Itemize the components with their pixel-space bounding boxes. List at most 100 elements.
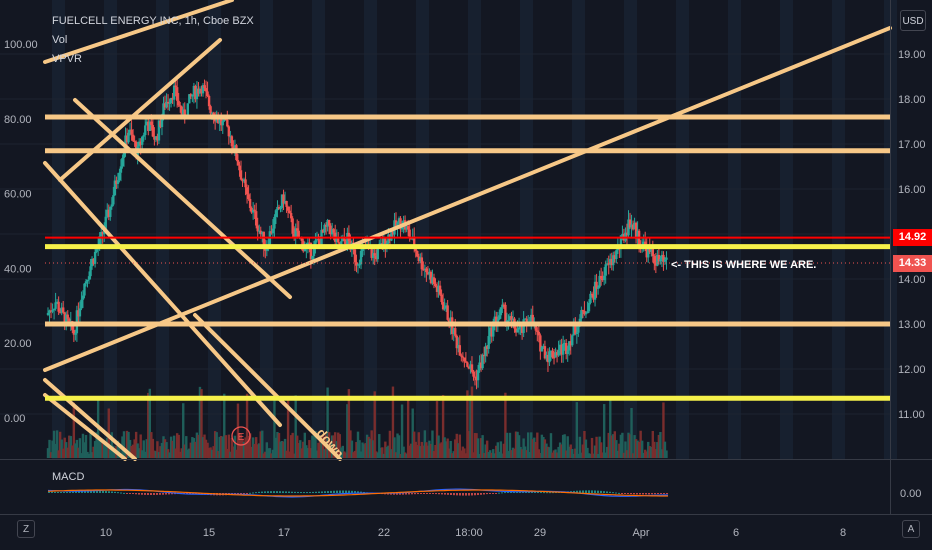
zoom-button[interactable]: Z [17,520,35,538]
volume-bar [312,436,316,458]
macd-histogram-bar [642,493,644,495]
candle-body [99,231,103,237]
candle-body [151,125,155,137]
candle-body [443,308,446,310]
volume-bar [77,447,80,458]
candle-body [68,318,71,323]
candle-body [625,232,629,236]
volume-bar [551,452,554,458]
volume-bar [387,445,390,458]
volume-bar [216,451,220,458]
symbol-title[interactable]: FUELCELL ENERGY INC, 1h, Cboe BZX [52,15,254,27]
candle-body [428,271,431,275]
earnings-event-icon[interactable] [231,426,251,446]
candle-body [358,264,361,266]
volume-bar [60,439,63,458]
macd-indicator-label[interactable]: MACD [52,471,85,483]
trendline-drawings[interactable] [43,0,892,461]
candle-body [285,200,288,207]
volume-bar [523,446,527,458]
volume-bar [95,432,98,458]
session-stripe [832,0,845,459]
candle-body [495,316,498,325]
macd-histogram-bar [579,490,581,493]
volume-bar [349,430,352,458]
volume-bar [478,453,481,458]
volume-bar [557,446,560,458]
macd-histogram-bar [294,491,296,493]
volume-bar [571,448,574,458]
volume-bar [610,435,613,458]
volume-bar [139,434,142,458]
volume-bar [195,432,199,458]
candle-body [326,219,329,227]
volume-bar [350,440,354,458]
macd-histogram-bar [90,490,92,493]
horizontal-level-lines[interactable] [45,114,890,401]
candle-body [308,242,311,244]
volume-bar [640,440,644,458]
candle-body [154,136,158,140]
macd-histogram-bar [543,492,545,494]
candle-body [370,247,373,258]
candle-body [142,135,145,137]
volume-bar [267,448,270,458]
candle-body [539,335,542,352]
macd-histogram-bar [243,493,245,494]
candle-body [507,320,510,322]
candle-body [376,247,379,260]
candle-body [139,141,142,145]
trendline [43,393,127,461]
volume-indicator-label[interactable]: Vol [52,34,68,46]
macd-histogram-bar [657,493,659,495]
volume-bar [663,441,667,458]
candle-body [660,254,664,260]
currency-selector[interactable]: USD [900,10,926,31]
candle-body [505,320,509,323]
volume-bar [461,446,465,458]
time-axis[interactable]: 10 15 17 22 18:00 29 Apr 6 8 [100,527,846,539]
volume-bar [245,393,249,458]
volume-bar [595,436,598,458]
candle-body [636,230,639,239]
volume-bar [239,434,243,458]
candle-body [590,293,594,295]
macd-histogram-bar [441,493,443,495]
volume-bar [607,432,610,458]
macd-histogram-bar [333,490,335,493]
candle-body [419,257,422,262]
candle-body [54,302,57,309]
volume-bar [438,443,442,458]
macd-histogram-bar [600,490,602,493]
candle-body [276,206,279,211]
volume-bar [397,435,401,458]
volume-bar [501,453,504,458]
volume-bar [555,452,559,458]
macd-histogram-bar [573,490,575,493]
volume-bar [446,438,449,458]
volume-bar [371,440,375,458]
auto-scale-button[interactable]: A [902,520,920,538]
where-we-are-annotation[interactable]: <- THIS IS WHERE WE ARE. [671,259,816,271]
candle-body [233,145,237,151]
volume-bar [311,435,314,458]
volume-bar [220,435,223,458]
volume-bar [233,435,237,458]
candle-body [551,350,554,358]
volume-bar [356,431,360,458]
volume-bar [297,442,300,458]
volume-bar [602,404,606,458]
candle-body [384,237,387,249]
candle-body [502,304,506,306]
volume-bar [388,430,392,458]
vpvr-indicator-label[interactable]: VPVR [52,53,82,65]
volume-bar [539,452,542,458]
candle-body [245,187,249,195]
candle-body [288,210,291,214]
volume-bar [390,449,393,458]
volume-bar [344,452,348,458]
volume-bar [423,430,427,458]
candle-body [473,376,477,378]
volume-bar [558,442,562,458]
